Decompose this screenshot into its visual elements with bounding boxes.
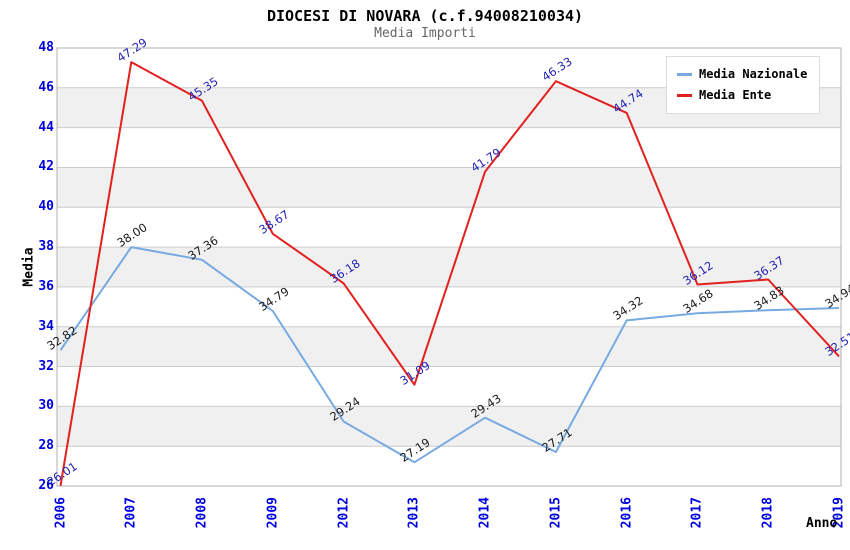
x-tick-label: 2018: [760, 497, 776, 529]
x-tick-label: 2009: [265, 497, 281, 529]
series-line-0: [59, 246, 840, 464]
x-tick-label: 2014: [477, 497, 493, 529]
y-tick-label: 26: [38, 478, 54, 493]
y-tick-label: 32: [38, 358, 54, 374]
legend-entry-1: Media Ente: [677, 84, 807, 105]
x-axis-title: Anno: [806, 516, 838, 531]
y-tick-label: 42: [38, 159, 54, 175]
x-tick-label: 2013: [406, 497, 422, 529]
plot-border: [56, 47, 842, 487]
y-tick-label: 40: [38, 199, 54, 215]
y-tick-label: 46: [38, 79, 54, 95]
y-axis-title: Media: [21, 247, 37, 287]
x-tick-label: 2017: [689, 497, 705, 529]
grid-band: [57, 326, 841, 367]
legend-swatch: [677, 94, 692, 97]
legend-entry-0: Media Nazionale: [677, 63, 807, 84]
y-tick-label: 44: [38, 119, 54, 135]
x-tick-label: 2008: [194, 497, 210, 529]
x-tick-label: 2006: [53, 497, 68, 529]
x-tick-label: 2007: [123, 497, 139, 529]
legend-label: Media Ente: [699, 88, 772, 102]
y-tick-label: 34: [38, 318, 54, 334]
chart-title: DIOCESI DI NOVARA (c.f.94008210034): [266, 7, 584, 25]
y-tick-label: 38: [38, 239, 54, 255]
legend: Media Nazionale Media Ente: [666, 56, 821, 114]
legend-swatch: [677, 73, 692, 76]
x-tick-label: 2015: [548, 497, 564, 529]
y-tick-label: 36: [38, 278, 54, 294]
y-tick-label: 48: [38, 40, 54, 55]
series-line-1: [59, 61, 840, 486]
x-tick-label: 2012: [336, 497, 352, 529]
y-tick-label: 30: [38, 398, 54, 414]
grid-band: [57, 167, 841, 208]
y-tick-label: 28: [38, 438, 54, 454]
chart-subtitle: Media Importi: [374, 26, 476, 41]
legend-label: Media Nazionale: [699, 67, 808, 81]
x-tick-label: 2016: [619, 497, 635, 529]
